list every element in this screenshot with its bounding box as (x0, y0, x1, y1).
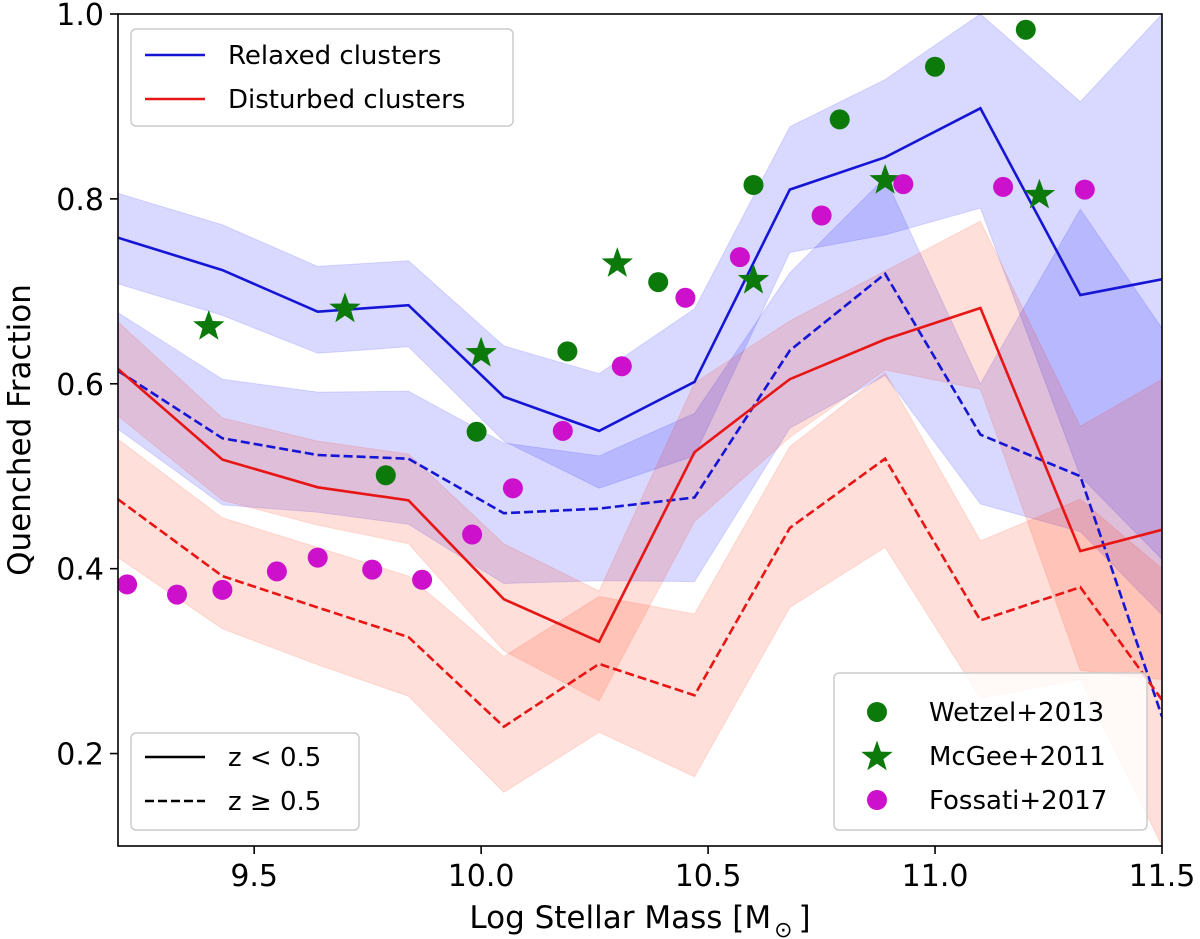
legend-relaxed-label: Relaxed clusters (228, 41, 441, 71)
mcgee-point (329, 292, 361, 323)
legend-mcgee-label: McGee+2011 (929, 742, 1106, 772)
x-tick-label: 10.5 (675, 859, 742, 894)
x-axis-label-close: ] (799, 900, 811, 936)
legend-clusters-box (130, 28, 514, 127)
fossati-point (118, 574, 138, 595)
y-tick-label: 1.0 (56, 0, 104, 33)
fossati-point (893, 174, 914, 195)
fossati-point (362, 559, 383, 580)
fossati-point (307, 547, 328, 568)
line-series-2 (118, 306, 1162, 644)
legend-fossati-marker (867, 790, 887, 810)
fossati-point (993, 176, 1014, 197)
x-tick-label: 11.0 (902, 859, 969, 894)
fossati-point (1074, 179, 1095, 200)
y-tick-label: 0.2 (56, 738, 104, 773)
wetzel-point (466, 421, 487, 442)
x-tick-label: 11.5 (1129, 859, 1196, 894)
x-tick-label: 10.0 (448, 859, 515, 894)
fossati-point (611, 356, 632, 377)
x-axis-label-sub: ⊙ (774, 918, 792, 939)
line-series-3 (118, 456, 1162, 729)
plot-frame (117, 13, 1163, 847)
legend-high-z-label: z ≥ 0.5 (228, 787, 321, 817)
band-series-3 (118, 371, 1162, 846)
fossati-point (266, 561, 287, 582)
y-tick-label: 0.4 (56, 553, 104, 588)
wetzel-point (648, 272, 669, 293)
wetzel-point (375, 465, 396, 486)
fossati-point (212, 579, 233, 600)
legend-clusters: Relaxed clusters Disturbed clusters (130, 28, 514, 127)
fossati-point (412, 569, 433, 590)
x-axis-label-main: Log Stellar Mass [M (469, 900, 771, 936)
wetzel-point (1015, 19, 1036, 40)
fossati-point (729, 247, 750, 268)
x-axis-ticks: 9.5 10.0 10.5 11.0 11.5 (230, 846, 1195, 894)
y-tick-label: 0.6 (56, 368, 104, 403)
band-series-1 (118, 176, 1162, 616)
fossati-point (462, 524, 483, 545)
series-lines (118, 106, 1162, 729)
line-series-1 (118, 271, 1162, 718)
legend-redshift: z < 0.5 z ≥ 0.5 (130, 732, 360, 831)
band-series-2 (118, 220, 1162, 702)
y-axis-label: Quenched Fraction (2, 284, 38, 576)
mcgee-point (869, 163, 901, 194)
mcgee-point (193, 310, 225, 340)
wetzel-point (829, 109, 850, 130)
mcgee-point (601, 247, 633, 277)
wetzel-point (925, 56, 945, 77)
legend-disturbed-label: Disturbed clusters (228, 85, 465, 115)
legend-low-z-label: z < 0.5 (228, 743, 321, 773)
x-tick-label: 9.5 (230, 859, 278, 894)
mcgee-point (737, 263, 770, 294)
wetzel-point (557, 341, 578, 362)
mcgee-point (465, 336, 497, 367)
x-axis-label: Log Stellar Mass [M ⊙] (469, 900, 810, 939)
y-tick-label: 0.8 (56, 183, 104, 218)
legend-literature-box (833, 672, 1148, 831)
y-axis-ticks: 0.2 0.4 0.6 0.8 1.0 (56, 0, 118, 773)
fossati-point (811, 205, 832, 226)
fossati-point (552, 420, 573, 441)
line-series-0 (118, 106, 1162, 433)
fossati-point (502, 478, 523, 499)
fossati-point (167, 584, 187, 605)
wetzel-point (743, 175, 764, 195)
legend-fossati-label: Fossati+2017 (929, 786, 1107, 816)
legend-mcgee-marker (861, 740, 893, 771)
legend-wetzel-marker (867, 702, 887, 722)
legend-literature: Wetzel+2013 McGee+2011 Fossati+2017 (833, 672, 1148, 831)
fossati-point (675, 287, 696, 308)
mcgee-point (1023, 178, 1056, 209)
legend-wetzel-label: Wetzel+2013 (929, 698, 1104, 728)
scatter-points (118, 19, 1095, 605)
